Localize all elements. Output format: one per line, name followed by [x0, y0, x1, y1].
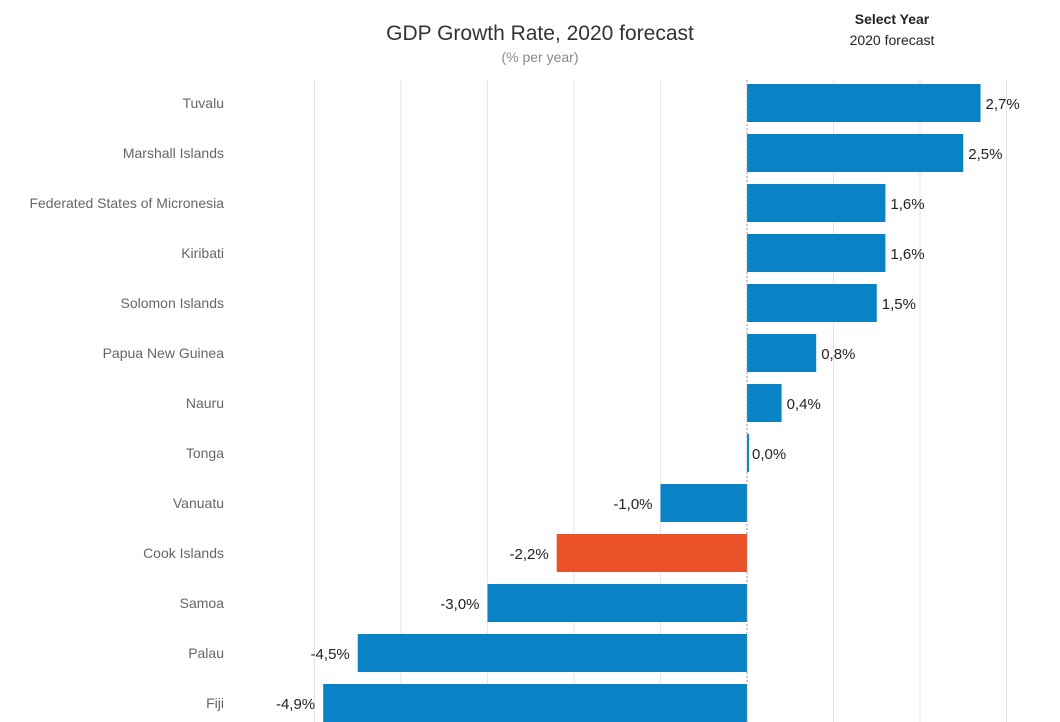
category-label: Cook Islands [143, 545, 224, 561]
bar [747, 384, 782, 422]
bar [747, 234, 886, 272]
value-label: -4,9% [276, 696, 315, 713]
chart-title: GDP Growth Rate, 2020 forecast [386, 22, 694, 45]
value-label: 0,4% [787, 396, 821, 413]
bar [747, 334, 817, 372]
value-label: 1,5% [882, 296, 916, 313]
category-label: Samoa [180, 595, 225, 611]
chart-subtitle: (% per year) [501, 49, 579, 65]
value-label: 2,5% [968, 146, 1002, 163]
category-label: Palau [188, 645, 224, 661]
bar [323, 684, 747, 722]
value-label: 2,7% [986, 96, 1020, 113]
value-label: 1,6% [890, 196, 924, 213]
value-label: -3,0% [440, 596, 479, 613]
category-label: Papua New Guinea [103, 345, 225, 361]
bar [747, 284, 877, 322]
value-label: -1,0% [613, 496, 652, 513]
bar [556, 534, 747, 572]
value-label: 0,0% [752, 446, 786, 463]
category-label: Solomon Islands [120, 295, 224, 311]
category-label: Marshall Islands [123, 145, 224, 161]
bar [747, 434, 749, 472]
bar [660, 484, 747, 522]
category-label: Fiji [206, 695, 224, 711]
bar [357, 634, 747, 672]
bar [487, 584, 747, 622]
value-label: -4,5% [311, 646, 350, 663]
value-label: -2,2% [510, 546, 549, 563]
value-label: 0,8% [821, 346, 855, 363]
category-label: Kiribati [181, 245, 224, 261]
select-year-value[interactable]: 2020 forecast [849, 32, 935, 48]
category-label: Tuvalu [182, 95, 224, 111]
bar [747, 184, 886, 222]
category-label: Tonga [186, 445, 224, 461]
category-label: Vanuatu [173, 495, 224, 511]
bar [747, 84, 981, 122]
value-label: 1,6% [890, 246, 924, 263]
select-year-label: Select Year [854, 11, 930, 27]
category-label: Federated States of Micronesia [29, 195, 224, 211]
category-label: Nauru [186, 395, 224, 411]
bar [747, 134, 964, 172]
